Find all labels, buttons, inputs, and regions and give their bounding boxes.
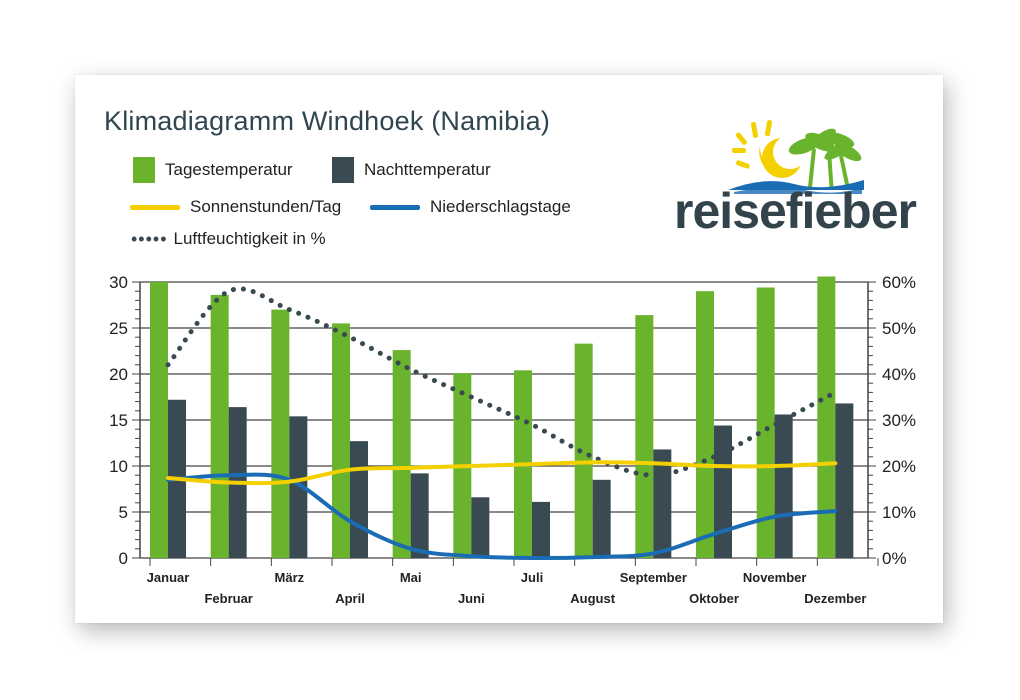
x-tick-label: Januar (147, 570, 190, 585)
bar-tagestemperatur (817, 276, 836, 558)
line-series (165, 286, 838, 561)
y-tick-label: 5 (119, 503, 128, 522)
x-tick-label: März (275, 570, 305, 585)
bar-tagestemperatur (271, 309, 290, 558)
legend-rain-days: Niederschlagstage (370, 197, 571, 217)
legend-sunshine-swatch (130, 204, 180, 210)
bar-nachttemperatur (774, 414, 793, 558)
legend-day-temp: Tagestemperatur (133, 157, 293, 183)
axis-labels: 0 5 10 15 20 25 30 0% 10% 20% 30% 40% 50% 60% Januar Fe… (109, 273, 916, 606)
y2-tick-label: 0% (882, 549, 907, 568)
x-tick-label: Dezember (804, 591, 866, 606)
y-tick-label: 0 (119, 549, 128, 568)
y2-tick-label: 60% (882, 273, 916, 292)
bar-tagestemperatur (332, 323, 350, 558)
bar-nachttemperatur (350, 441, 368, 558)
bar-nachttemperatur (471, 497, 490, 558)
legend-night-temp-swatch (332, 157, 354, 183)
legend-night-temp: Nachttemperatur (332, 157, 491, 183)
y-tick-label: 25 (109, 319, 128, 338)
y2-tick-label: 50% (882, 319, 916, 338)
axes (132, 281, 879, 566)
bar-tagestemperatur (392, 350, 411, 558)
legend-rain-days-label: Niederschlagstage (430, 197, 571, 216)
bar-tagestemperatur (574, 343, 593, 558)
bar-nachttemperatur (410, 473, 429, 558)
reisefieber-logo: reisefieber (664, 118, 926, 240)
bar-tagestemperatur (696, 291, 714, 558)
bar-tagestemperatur (210, 294, 229, 558)
line-niederschlagstage (166, 472, 838, 561)
line-sonnenstunden (166, 460, 838, 486)
legend-humidity: ••••• Luftfeuchtigkeit in % (131, 229, 326, 249)
bar-nachttemperatur (835, 403, 854, 558)
y-tick-label: 10 (109, 457, 128, 476)
bar-tagestemperatur (150, 282, 168, 558)
legend-night-temp-label: Nachttemperatur (364, 160, 491, 179)
bar-nachttemperatur (532, 501, 550, 558)
bar-nachttemperatur (714, 425, 732, 558)
x-tick-label: Februar (204, 591, 252, 606)
bar-nachttemperatur (289, 416, 308, 558)
legend-day-temp-label: Tagestemperatur (165, 160, 293, 179)
bar-tagestemperatur (635, 315, 654, 558)
x-tick-label: April (335, 591, 365, 606)
legend-rain-days-swatch (370, 204, 420, 210)
y-tick-label: 30 (109, 273, 128, 292)
legend-humidity-label: Luftfeuchtigkeit in % (173, 229, 326, 248)
x-tick-label: August (570, 591, 615, 606)
y2-tick-label: 40% (882, 365, 916, 384)
y2-tick-label: 10% (882, 503, 916, 522)
logo-sun-palm-icon (728, 120, 864, 194)
legend-day-temp-swatch (133, 157, 155, 183)
y-tick-label: 20 (109, 365, 128, 384)
logo-wordmark: reisefieber (674, 183, 917, 239)
chart-title: Klimadiagramm Windhoek (Namibia) (104, 106, 551, 136)
y2-tick-label: 20% (882, 457, 916, 476)
legend-sunshine-label: Sonnenstunden/Tag (190, 197, 342, 216)
bar-tagestemperatur (756, 287, 775, 558)
legend-humidity-swatch: ••••• (131, 229, 168, 249)
legend-sunshine: Sonnenstunden/Tag (130, 197, 341, 217)
x-tick-label: Juli (521, 570, 543, 585)
bar-nachttemperatur (592, 479, 611, 558)
y-tick-label: 15 (109, 411, 128, 430)
x-tick-label: September (620, 570, 687, 585)
y2-tick-label: 30% (882, 411, 916, 430)
bar-series (150, 276, 854, 558)
x-tick-label: Juni (458, 591, 485, 606)
x-tick-label: Oktober (689, 591, 739, 606)
x-tick-label: Mai (400, 570, 422, 585)
x-tick-label: November (743, 570, 807, 585)
line-luftfeuchtigkeit (165, 286, 838, 478)
